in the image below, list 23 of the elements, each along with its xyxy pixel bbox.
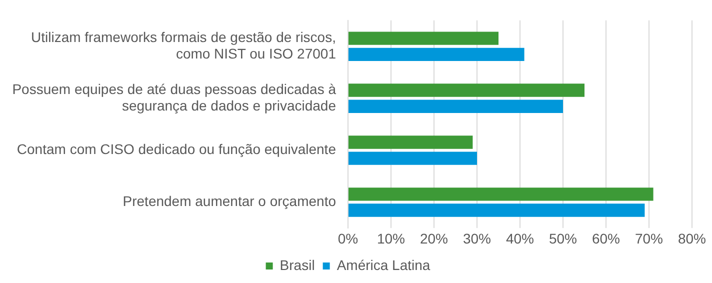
x-tick-label: 40% [506, 230, 534, 246]
bar [348, 136, 473, 149]
x-tick-label: 70% [634, 230, 664, 246]
x-tick-label: 50% [548, 230, 578, 246]
bar [348, 188, 654, 201]
x-tick-label: 60% [592, 230, 620, 246]
legend-label: América Latina [336, 256, 430, 273]
bar [348, 100, 563, 113]
x-tick-label: 30% [462, 230, 492, 246]
bar [348, 152, 477, 165]
bar [348, 204, 645, 217]
x-tick-label: 0% [338, 230, 358, 246]
bar [348, 84, 584, 97]
x-tick-label: 10% [376, 230, 406, 246]
y-tick-label: Pretendem aumentar o orçamento [122, 193, 336, 210]
bar [348, 48, 524, 62]
x-tick-label: 80% [678, 230, 706, 246]
bar [348, 32, 498, 45]
x-tick-label: 20% [420, 230, 448, 246]
y-tick-label: Possuem equipes de até duas pessoas dedicadas à segurança de dados e privacidade [12, 80, 336, 114]
legend-label: Brasil [280, 256, 315, 273]
y-tick-label: Utilizam frameworks formais de gestão de riscos, como NIST ou ISO 27001 [31, 28, 336, 62]
y-tick-label: Contam com CISO dedicado ou função equivalente [16, 141, 336, 158]
